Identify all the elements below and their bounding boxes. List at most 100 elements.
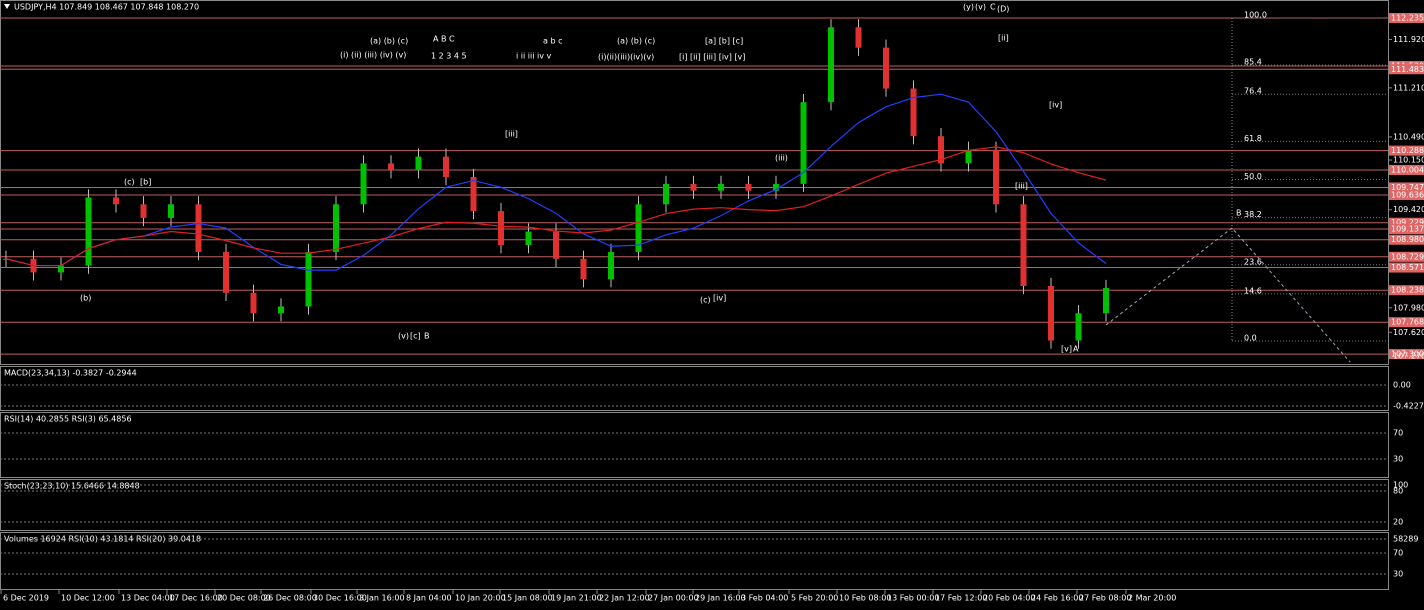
pane-tick-label: 20 [1393,518,1403,527]
candle [360,163,367,205]
date-label: 24 Feb 16:00 [1031,594,1083,603]
pane-tick-label: 30 [1393,455,1403,464]
price-tick-label: 107.270 [1393,352,1424,361]
candle [498,211,504,246]
date-label: 17 Feb 12:00 [935,594,987,603]
wave-label: (a) (b) (c) [617,37,655,46]
wave-label: [iii] [1015,182,1028,191]
candle [938,136,944,164]
candle [690,183,697,191]
date-label: 22 Jan 12:00 [599,594,650,603]
date-label: 27 Jan 00:00 [648,594,699,603]
wave-label: (c) [700,296,711,305]
wave-label: (i)(ii)(iii)(iv)(v) [598,53,654,62]
candle [745,183,752,191]
price-tick-label: 111.210 [1393,83,1424,92]
pane-tick-label: 100 [1393,481,1408,490]
price-tick-label: 110.490 [1393,132,1424,141]
candle [773,183,779,191]
candle [718,183,724,191]
level-badge [1389,190,1424,201]
candle [910,88,917,137]
candle [1048,286,1054,341]
candle [1075,313,1082,341]
date-label: 30 Dec 16:00 [313,594,367,603]
pane-tick-label: 70 [1393,549,1403,558]
candle [58,265,64,273]
wave-label: i ii iii iv v [516,52,551,61]
level-badge [1389,349,1424,360]
candle [635,204,642,252]
date-label: 10 Dec 12:00 [61,594,115,603]
moving-average [5,146,1107,267]
pane-title: RSI(14) 40.2855 RSI(3) 65.4856 [4,415,132,424]
wave-label: [c] [410,332,421,341]
projection [1105,227,1351,363]
wave-label: (D) [997,5,1009,14]
wave-label: (v) [398,332,409,341]
level-label: 108.980 [1391,235,1424,244]
level-label: 107.768 [1391,318,1424,327]
pane-tick-label: 80 [1393,487,1403,496]
fib-label: 14.6 [1244,286,1262,295]
level-label: 109.229 [1391,218,1424,227]
wave-label: (a) (b) (c) [370,37,408,46]
wave-label: (y) [963,3,974,12]
level-label: 108.729 [1391,252,1424,261]
wave-label: (i) (ii) (iii) (iv) (v) [340,51,406,60]
pane-borders [0,0,1389,590]
level-badge [1389,64,1424,75]
level-badge [1389,224,1424,235]
date-label: 8 Jan 04:00 [406,594,452,603]
candle [250,292,257,314]
candle [168,204,174,218]
wave-label: (v) [975,3,986,12]
date-label: 27 Feb 08:00 [1079,594,1131,603]
level-label: 109.636 [1391,191,1424,200]
candle [85,197,92,266]
wave-label: [a] [b] [c] [705,37,743,46]
candle [580,258,587,280]
level-badge [1389,317,1424,328]
pane-tick-label: 58289 [1393,535,1418,544]
candle [608,251,614,280]
level-badge [1389,234,1424,245]
candle [993,149,999,205]
candle [1103,288,1109,314]
wave-label: [b] [140,178,151,187]
date-label: 3 Feb 04:00 [741,594,788,603]
candle [553,231,559,259]
candle [800,102,807,184]
candle [305,251,312,307]
wave-label: B [424,332,430,341]
date-label: 10 Jan 20:00 [455,594,506,603]
wave-label: [ii] [998,34,1009,43]
wave-label: 1 2 3 4 5 [431,52,467,61]
level-badge [1389,262,1424,273]
fib-label: 23.6 [1244,257,1262,266]
date-label: 19 Jan 21:00 [551,594,602,603]
fib-label: 0.0 [1244,334,1257,343]
level-label: 111.483 [1391,65,1424,74]
candle [333,204,339,252]
candle [113,197,119,205]
date-label: 3 Jan 16:00 [359,594,405,603]
candle [525,231,532,246]
date-label: 10 Feb 08:00 [839,594,891,603]
candle [855,27,862,48]
wave-label: (b) [80,294,91,303]
wave-label: (c) [124,178,135,187]
level-label: 112.235 [1391,14,1424,23]
wave-label: C [990,3,996,12]
candle [965,149,972,164]
date-label: 17 Dec 16:00 [169,594,223,603]
candle [1020,204,1027,287]
price-tick-label: 107.620 [1393,328,1424,337]
candle [828,27,834,103]
wave-label: [i] [ii] [iii] [iv] [v] [679,53,745,62]
level-badge [1389,13,1424,24]
date-label: 15 Jan 08:00 [502,594,553,603]
title-icon [4,4,10,9]
